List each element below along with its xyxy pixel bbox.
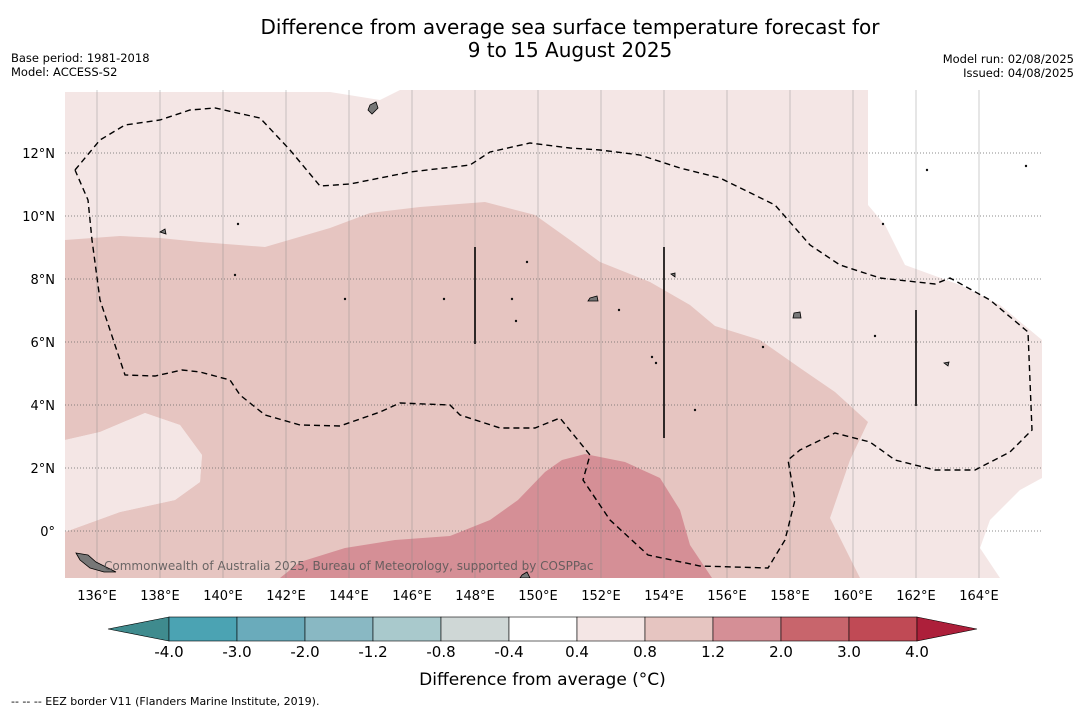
colorbar-swatch bbox=[168, 616, 238, 642]
colorbar-tick-label: 0.4 bbox=[565, 643, 589, 661]
model-name: Model: ACCESS-S2 bbox=[11, 65, 118, 79]
colorbar-swatch bbox=[372, 616, 442, 642]
map-title-line1: Difference from average sea surface temp… bbox=[260, 15, 880, 39]
colorbar-swatch bbox=[304, 616, 374, 642]
colorbar-tick-label: -2.0 bbox=[290, 643, 320, 661]
lat-label: 12°N bbox=[22, 147, 55, 162]
latitude-labels: 12°N 10°N 8°N 6°N 4°N 2°N 0° bbox=[22, 147, 55, 540]
anomaly-white-region-ne bbox=[868, 90, 1042, 340]
colorbar-tick-label: 3.0 bbox=[837, 643, 861, 661]
issued-date: Issued: 04/08/2025 bbox=[963, 66, 1074, 80]
colorbar-tick-label: 2.0 bbox=[769, 643, 793, 661]
lon-label: 150°E bbox=[518, 589, 558, 604]
colorbar-swatch bbox=[576, 616, 646, 642]
boundary-segments bbox=[474, 247, 917, 438]
colorbar-swatch bbox=[236, 616, 306, 642]
anomaly-white-region-se bbox=[980, 478, 1042, 578]
lon-label: 144°E bbox=[329, 589, 369, 604]
colorbar-tick-label: -0.4 bbox=[494, 643, 524, 661]
colorbar-extend-high bbox=[916, 616, 978, 642]
colorbar-tick-label: -3.0 bbox=[222, 643, 252, 661]
eez-footnote: -- -- -- EEZ border V11 (Flanders Marine… bbox=[11, 695, 320, 708]
lon-label: 146°E bbox=[392, 589, 432, 604]
eez-borders bbox=[74, 107, 1033, 569]
map-area bbox=[65, 90, 1042, 578]
colorbar-swatch bbox=[644, 616, 714, 642]
anomaly-0.8-1.2-region bbox=[65, 202, 868, 578]
lon-label: 140°E bbox=[203, 589, 243, 604]
lon-label: 162°E bbox=[896, 589, 936, 604]
colorbar-tick-label: 4.0 bbox=[905, 643, 929, 661]
colorbar bbox=[107, 616, 978, 642]
anomaly-0.4-0.8-region-west bbox=[65, 413, 202, 532]
colorbar-tick-label: -4.0 bbox=[154, 643, 184, 661]
meta-left: Base period: 1981-2018 Model: ACCESS-S2 bbox=[11, 51, 150, 79]
colorbar-extend-low bbox=[107, 616, 170, 642]
lon-label: 154°E bbox=[644, 589, 684, 604]
lon-label: 136°E bbox=[77, 589, 117, 604]
colorbar-tick-label: 1.2 bbox=[701, 643, 725, 661]
colorbar-tick-label: -0.8 bbox=[426, 643, 456, 661]
model-run: Model run: 02/08/2025 bbox=[942, 52, 1074, 66]
colorbar-tick-label: 0.8 bbox=[633, 643, 657, 661]
lon-label: 164°E bbox=[959, 589, 999, 604]
meta-right: Model run: 02/08/2025 Issued: 04/08/2025 bbox=[943, 52, 1074, 80]
anomaly-white-region-nw bbox=[65, 90, 400, 100]
colorbar-swatch bbox=[848, 616, 918, 642]
anomaly-1.2-2.0-region bbox=[280, 454, 712, 578]
lat-label: 6°N bbox=[31, 336, 56, 351]
colorbar-title: Difference from average (°C) bbox=[419, 670, 666, 690]
latitude-gridlines bbox=[65, 152, 1042, 532]
lat-label: 8°N bbox=[31, 273, 56, 288]
colorbar-swatch bbox=[780, 616, 850, 642]
lat-label: 10°N bbox=[22, 210, 55, 225]
base-period: Base period: 1981-2018 bbox=[11, 51, 150, 65]
lon-label: 142°E bbox=[266, 589, 306, 604]
colorbar-tick-label: -1.2 bbox=[358, 643, 388, 661]
longitude-labels: 136°E 138°E 140°E 142°E 144°E 146°E 148°… bbox=[77, 589, 999, 604]
lon-label: 158°E bbox=[770, 589, 810, 604]
lon-label: 152°E bbox=[581, 589, 621, 604]
lat-label: 0° bbox=[40, 525, 55, 540]
lon-label: 156°E bbox=[707, 589, 747, 604]
colorbar-swatch bbox=[508, 616, 578, 642]
colorbar-swatch bbox=[712, 616, 782, 642]
lon-label: 138°E bbox=[140, 589, 180, 604]
lon-label: 160°E bbox=[833, 589, 873, 604]
lat-label: 4°N bbox=[31, 399, 56, 414]
islands bbox=[75, 101, 1028, 578]
map-title-line2: 9 to 15 August 2025 bbox=[467, 38, 673, 62]
colorbar-swatch bbox=[440, 616, 510, 642]
lat-label: 2°N bbox=[31, 462, 56, 477]
lon-label: 148°E bbox=[455, 589, 495, 604]
copyright-text: Commonwealth of Australia 2025, Bureau o… bbox=[104, 559, 594, 573]
